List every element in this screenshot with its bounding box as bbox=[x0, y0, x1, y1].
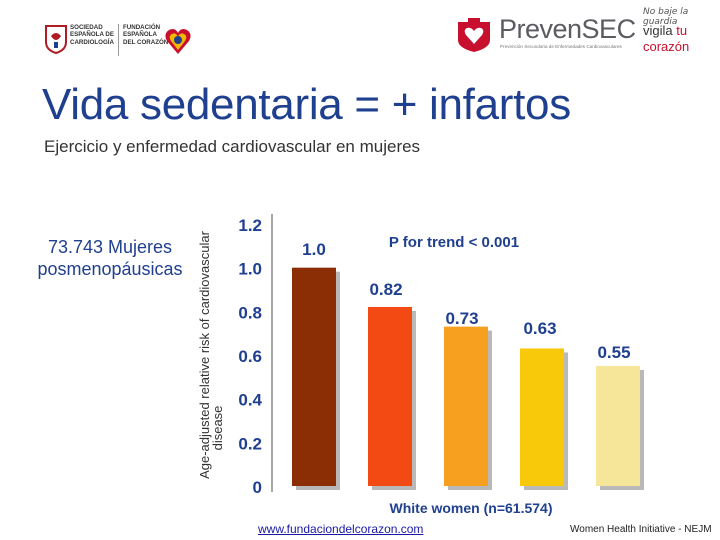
y-tick-label: 0.6 bbox=[238, 347, 262, 366]
page-subtitle: Ejercicio y enfermedad cardiovascular en… bbox=[44, 137, 421, 156]
bar-value-label: 0.82 bbox=[369, 280, 402, 299]
y-tick-label: 0.4 bbox=[238, 391, 262, 410]
bar bbox=[368, 306, 412, 486]
bar bbox=[520, 348, 564, 486]
brand-subtitle: Prevención Secundaria de Enfermedades Ca… bbox=[500, 44, 622, 49]
tagline-middle-a: vigila bbox=[643, 23, 677, 38]
footer-url-link[interactable]: www.fundaciondelcorazon.com bbox=[258, 522, 424, 536]
y-tick-label: 0.2 bbox=[238, 434, 262, 453]
y-tick-label: 1.0 bbox=[238, 260, 262, 279]
bar bbox=[596, 365, 640, 486]
population-label: 73.743 Mujeres posmenopáusicas bbox=[37, 237, 183, 279]
tagline-middle: vigila tu bbox=[643, 23, 687, 38]
footer-source: Women Health Initiative - NEJM bbox=[570, 524, 712, 535]
y-axis-label-line-1: Age-adjusted relative risk of cardiovasc… bbox=[197, 230, 212, 479]
page-title: Vida sedentaria = + infartos bbox=[42, 80, 571, 129]
y-axis-label: Age-adjusted relative risk of cardiovasc… bbox=[197, 230, 225, 479]
fundacion-logo-text: FUNDACIÓN ESPAÑOLA DEL CORAZÓN bbox=[123, 24, 169, 46]
prevensec-logo-icon bbox=[458, 18, 490, 52]
p-trend-annotation: P for trend < 0.001 bbox=[389, 234, 519, 251]
bar-value-label: 0.63 bbox=[523, 319, 556, 338]
y-tick-label: 1.2 bbox=[238, 216, 262, 235]
y-tick-label: 0.8 bbox=[238, 303, 262, 322]
x-axis-label: White women (n=61.574) bbox=[390, 500, 553, 516]
fundacion-heart-icon bbox=[165, 29, 191, 54]
bar-value-label: 1.0 bbox=[302, 240, 326, 259]
sec-logo-text: SOCIEDAD ESPAÑOLA DE CARDIOLOGÍA bbox=[70, 24, 115, 46]
tagline-middle-b: tu bbox=[676, 23, 688, 38]
bar-value-label: 0.55 bbox=[597, 343, 630, 362]
logo-divider bbox=[118, 24, 119, 56]
sec-shield-icon bbox=[45, 25, 67, 54]
bar-value-label: 0.73 bbox=[445, 309, 478, 328]
brand-name: PrevenSEC bbox=[499, 14, 636, 44]
bar-value-labels: 1.0 0.82 0.73 0.63 0.55 bbox=[302, 240, 630, 362]
y-axis-label-line-2: disease bbox=[210, 406, 225, 451]
y-tick-label: 0 bbox=[253, 478, 262, 497]
bar bbox=[444, 326, 488, 486]
tagline-bottom: corazón bbox=[643, 39, 690, 54]
y-tick-labels: 0 0.2 0.4 0.6 0.8 1.0 1.2 bbox=[238, 216, 262, 497]
bar bbox=[292, 267, 336, 486]
tagline-top: No baje la guardia bbox=[643, 7, 689, 27]
bars bbox=[292, 267, 644, 490]
